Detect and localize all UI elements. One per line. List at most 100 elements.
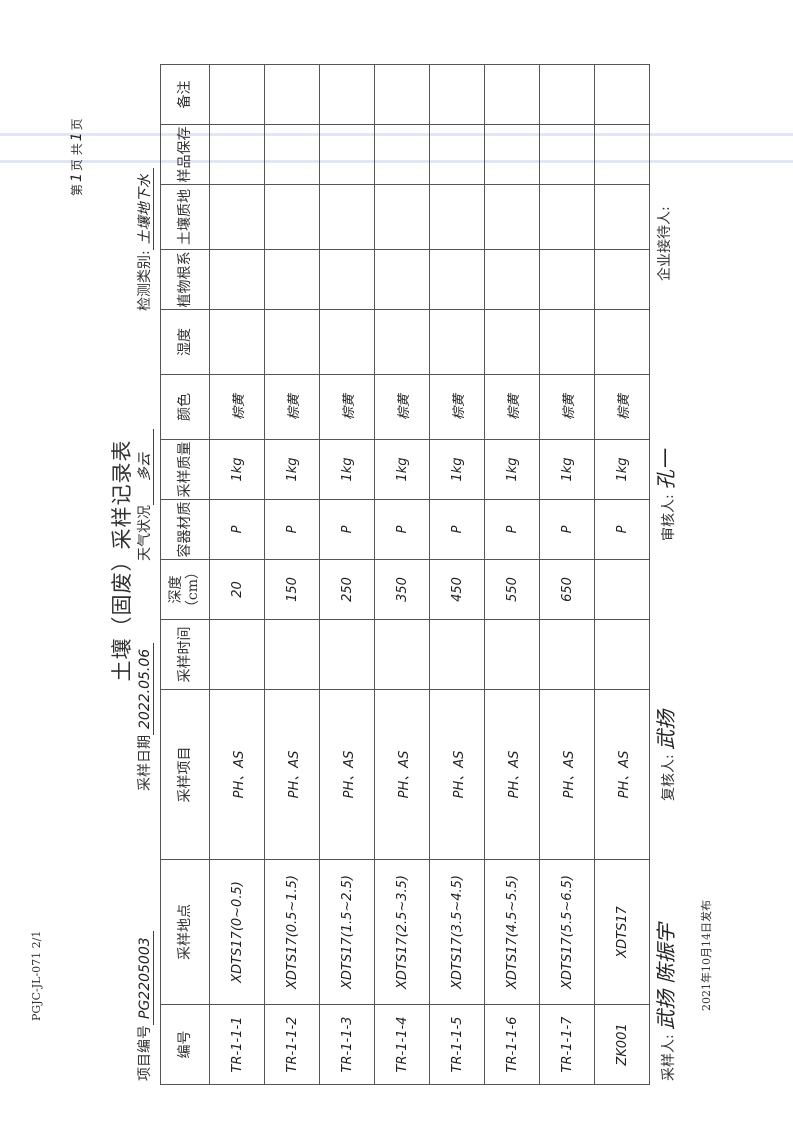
mass-cell: 1kg	[484, 439, 540, 500]
remark-cell	[594, 64, 650, 125]
table-row: TR-1-1-2 XDTS17(0.5~1.5) PH、AS 150 P 1kg 棕黄	[264, 64, 320, 1085]
container-cell: P	[264, 499, 320, 560]
texture-cell	[429, 184, 485, 250]
storage-cell	[539, 124, 595, 185]
remark-cell	[264, 64, 320, 125]
column-header: 备注	[160, 64, 210, 125]
container-cell: P	[374, 499, 430, 560]
page-title: 土壤（固废）采样记录表	[110, 439, 134, 682]
storage-cell	[429, 124, 485, 185]
depth-cell: 350	[374, 559, 430, 620]
storage-cell	[594, 124, 650, 185]
container-cell: P	[209, 499, 265, 560]
roots-cell	[319, 249, 375, 310]
humidity-cell	[539, 309, 595, 375]
table-row: TR-1-1-7 XDTS17(5.5~6.5) PH、AS 650 P 1kg 棕黄	[539, 64, 595, 1085]
roots-cell	[539, 249, 595, 310]
sample-id-cell: TR-1-1-7	[539, 1004, 595, 1085]
texture-cell	[209, 184, 265, 250]
auditor-label: 审核人:	[661, 494, 677, 541]
depth-cell: 550	[484, 559, 540, 620]
remark-cell	[319, 64, 375, 125]
column-header: 采样项目	[160, 689, 210, 860]
column-header: 颜色	[160, 374, 210, 440]
weather-field: 天气状况多云	[134, 429, 154, 561]
sample-id-cell: TR-1-1-2	[264, 1004, 320, 1085]
weather-label: 天气状况	[137, 505, 153, 561]
category-label: 检测类别:	[137, 250, 153, 311]
storage-cell	[374, 124, 430, 185]
date-field: 采样日期2022.05.06	[134, 642, 154, 791]
container-cell: P	[484, 499, 540, 560]
sample-id-cell: TR-1-1-3	[319, 1004, 375, 1085]
auditor-field: 审核人: 孔一	[650, 450, 679, 541]
location-cell: XDTS17(2.5~3.5)	[374, 859, 430, 1005]
weather-value: 多云	[137, 429, 154, 505]
sample-id-cell: TR-1-1-1	[209, 1004, 265, 1085]
depth-cell: 650	[539, 559, 595, 620]
texture-cell	[319, 184, 375, 250]
sampler-field: 采样人: 武扬 陈振宇	[650, 923, 679, 1081]
depth-cell: 20	[209, 559, 265, 620]
time-cell	[319, 619, 375, 690]
category-value: 土壤地下水	[137, 168, 154, 251]
column-header: 采样地点	[160, 859, 210, 1005]
item-cell: PH、AS	[264, 689, 320, 860]
table-row: TR-1-1-5 XDTS17(3.5~4.5) PH、AS 450 P 1kg 棕黄	[429, 64, 485, 1085]
time-cell	[429, 619, 485, 690]
reviewer-field: 复核人: 武扬	[650, 710, 679, 801]
time-cell	[484, 619, 540, 690]
humidity-cell	[484, 309, 540, 375]
sample-id-cell: TR-1-1-4	[374, 1004, 430, 1085]
location-cell: XDTS17(0~0.5)	[209, 859, 265, 1005]
host-label: 企业接待人:	[657, 206, 673, 281]
item-cell: PH、AS	[319, 689, 375, 860]
column-header: 植物根系	[160, 249, 210, 310]
item-cell: PH、AS	[374, 689, 430, 860]
pager-text: 页	[70, 118, 84, 131]
color-cell: 棕黄	[484, 374, 540, 440]
humidity-cell	[374, 309, 430, 375]
color-cell: 棕黄	[264, 374, 320, 440]
depth-cell: 250	[319, 559, 375, 620]
mass-cell: 1kg	[429, 439, 485, 500]
texture-cell	[539, 184, 595, 250]
issue-date: 2021年10月14日发布	[700, 900, 713, 1011]
container-cell: P	[594, 499, 650, 560]
remark-cell	[374, 64, 430, 125]
color-cell: 棕黄	[429, 374, 485, 440]
remark-cell	[484, 64, 540, 125]
roots-cell	[209, 249, 265, 310]
roots-cell	[264, 249, 320, 310]
humidity-cell	[319, 309, 375, 375]
time-cell	[209, 619, 265, 690]
roots-cell	[594, 249, 650, 310]
table-row: ZK001 XDTS17 PH、AS P 1kg 棕黄	[594, 64, 650, 1085]
container-cell: P	[429, 499, 485, 560]
sampler-signature: 武扬 陈振宇	[654, 923, 678, 1030]
humidity-cell	[264, 309, 320, 375]
color-cell: 棕黄	[594, 374, 650, 440]
pager-text: 第	[70, 183, 84, 196]
sample-id-cell: TR-1-1-6	[484, 1004, 540, 1085]
item-cell: PH、AS	[539, 689, 595, 860]
sampler-label: 采样人:	[661, 1034, 677, 1081]
reviewer-label: 复核人:	[661, 754, 677, 801]
sample-id-cell: ZK001	[594, 1004, 650, 1085]
form-code: PGJC-JL-071 2/1	[30, 930, 43, 1021]
host-field: 企业接待人:	[650, 206, 674, 281]
item-cell: PH、AS	[209, 689, 265, 860]
item-cell: PH、AS	[484, 689, 540, 860]
table-row: TR-1-1-4 XDTS17(2.5~3.5) PH、AS 350 P 1kg 棕黄	[374, 64, 430, 1085]
time-cell	[594, 619, 650, 690]
table-row: TR-1-1-6 XDTS17(4.5~5.5) PH、AS 550 P 1kg 棕黄	[484, 64, 540, 1085]
humidity-cell	[594, 309, 650, 375]
time-cell	[539, 619, 595, 690]
column-header: 湿度	[160, 309, 210, 375]
container-cell: P	[319, 499, 375, 560]
remark-cell	[539, 64, 595, 125]
column-header: 样品保存	[160, 124, 210, 185]
table-header-row: 编号 采样地点 采样项目 采样时间 深度（cm） 容器材质 采样质量 颜色 湿度 植物根系 土壤质地…	[160, 64, 210, 1085]
color-cell: 棕黄	[539, 374, 595, 440]
texture-cell	[374, 184, 430, 250]
